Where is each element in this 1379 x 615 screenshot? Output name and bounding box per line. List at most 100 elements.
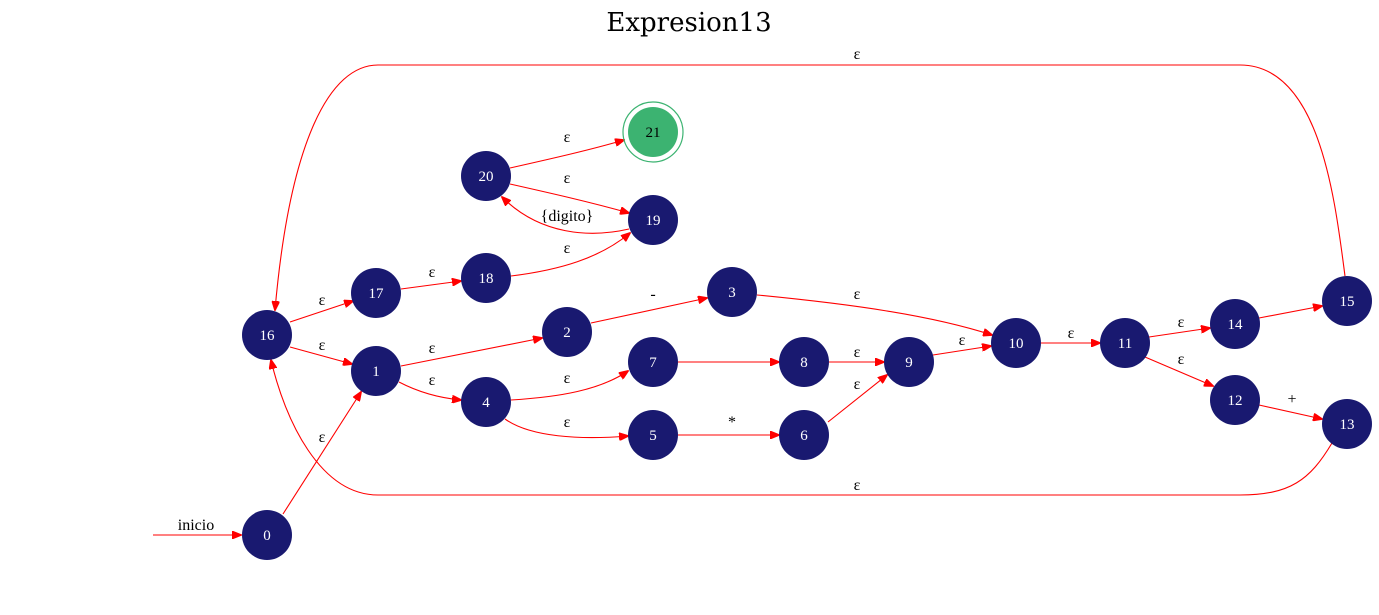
edge-label-4-7: ε: [564, 370, 571, 387]
state-circle: [1322, 399, 1372, 449]
edge-label-16-17: ε: [319, 292, 326, 309]
state-label: 11: [1118, 336, 1132, 352]
edge-4-5: [504, 418, 628, 438]
edge-11-14: [1148, 328, 1210, 338]
state-circle: [628, 107, 678, 157]
final-state-ring: [622, 101, 684, 163]
edge-label-11-12: ε: [1178, 351, 1185, 368]
state-label: 12: [1228, 393, 1243, 409]
edge-label-9-10: ε: [959, 332, 966, 349]
edges: [271, 64, 1346, 515]
edge-label-20-19: ε: [564, 170, 571, 187]
state-circle: [1210, 299, 1260, 349]
state-label: 21: [646, 125, 661, 141]
state-circle: [351, 346, 401, 396]
edge-1-2: [400, 338, 542, 367]
edge-label-8-9: ε: [854, 344, 861, 361]
start-label: inicio: [178, 517, 214, 534]
edge-20-21: [509, 140, 624, 169]
edge-label-1-4: ε: [429, 372, 436, 389]
state-label: 9: [905, 355, 913, 371]
edge-label-4-5: ε: [564, 414, 571, 431]
state-node-10: 10: [991, 318, 1041, 368]
start-arrow: inicio: [153, 517, 241, 535]
state-circle: [707, 267, 757, 317]
state-circle: [628, 195, 678, 245]
edge-label-18-19: ε: [564, 240, 571, 257]
state-node-6: 6: [779, 410, 829, 460]
state-node-4: 4: [461, 377, 511, 427]
state-circle: [779, 410, 829, 460]
state-node-21: 21: [622, 101, 684, 163]
state-circle: [991, 318, 1041, 368]
state-node-15: 15: [1322, 276, 1372, 326]
state-label: 2: [563, 325, 571, 341]
edge-label-6-9: ε: [854, 376, 861, 393]
state-node-19: 19: [628, 195, 678, 245]
state-node-0: 0: [242, 510, 292, 560]
edge-11-12: [1144, 356, 1213, 386]
state-label: 7: [649, 355, 657, 371]
state-circle: [779, 337, 829, 387]
state-circle: [1100, 318, 1150, 368]
state-node-18: 18: [461, 253, 511, 303]
state-circle: [461, 377, 511, 427]
state-node-16: 16: [242, 310, 292, 360]
state-circle: [1210, 375, 1260, 425]
edge-label-19-20: {digito}: [541, 208, 594, 225]
edge-label-17-18: ε: [429, 264, 436, 281]
state-label: 18: [479, 271, 494, 287]
state-label: 19: [646, 213, 661, 229]
edge-20-19: [509, 183, 629, 213]
edge-label-3-10: ε: [854, 286, 861, 303]
state-node-9: 9: [884, 337, 934, 387]
state-node-7: 7: [628, 337, 678, 387]
state-node-14: 14: [1210, 299, 1260, 349]
state-circle: [884, 337, 934, 387]
diagram-title: Expresion13: [606, 8, 771, 38]
edge-label-10-11: ε: [1068, 325, 1075, 342]
state-node-13: 13: [1322, 399, 1372, 449]
edge-18-19: [510, 233, 630, 277]
edge-label-15-16: ε: [854, 46, 861, 63]
edge-4-7: [510, 371, 628, 401]
state-circle: [1322, 276, 1372, 326]
state-circle: [628, 337, 678, 387]
edge-14-15: [1258, 306, 1322, 319]
edge-label-5-6: *: [728, 414, 736, 431]
state-node-3: 3: [707, 267, 757, 317]
state-node-8: 8: [779, 337, 829, 387]
edge-19-20: [502, 197, 630, 234]
state-label: 6: [800, 428, 808, 444]
edge-label-13-16: ε: [854, 477, 861, 494]
edge-17-18: [400, 281, 461, 290]
edge-16-1: [289, 346, 352, 364]
edge-2-3: [590, 298, 707, 324]
state-label: 17: [369, 286, 385, 302]
state-label: 1: [372, 364, 380, 380]
edge-6-9: [827, 375, 887, 423]
edge-9-10: [932, 346, 991, 356]
state-label: 4: [482, 395, 490, 411]
state-circle: [461, 151, 511, 201]
edge-label-1-2: ε: [429, 340, 436, 357]
state-circle: [242, 510, 292, 560]
edge-label-11-14: ε: [1178, 314, 1185, 331]
state-label: 20: [479, 169, 494, 185]
state-label: 15: [1340, 294, 1355, 310]
state-label: 8: [800, 355, 808, 371]
edge-12-13: [1258, 404, 1322, 419]
state-label: 3: [728, 285, 736, 301]
state-node-11: 11: [1100, 318, 1150, 368]
edge-label-16-1: ε: [319, 337, 326, 354]
state-circle: [351, 268, 401, 318]
edge-label-20-21: ε: [564, 129, 571, 146]
edge-label-0-1: ε: [319, 429, 326, 446]
edge-16-17: [289, 301, 353, 323]
edge-1-4: [398, 381, 461, 400]
state-label: 10: [1009, 336, 1024, 352]
